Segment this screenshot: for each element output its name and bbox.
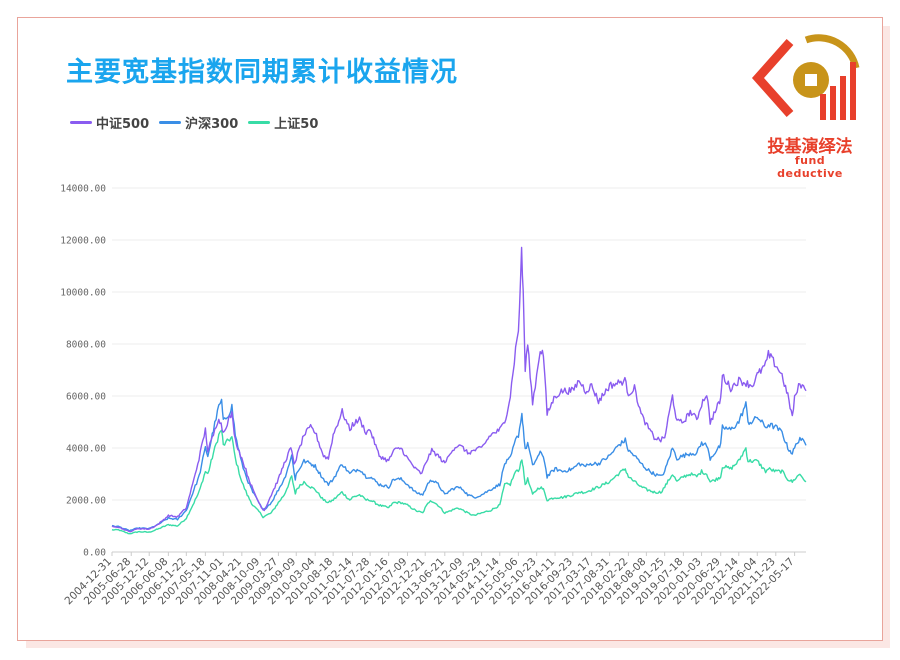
series-line-0 <box>111 246 807 533</box>
legend-label-csi300: 沪深300 <box>185 117 239 132</box>
brand-subtitle: fund deductive <box>777 154 843 180</box>
legend-item-sse50[interactable]: 上证50 <box>248 113 318 132</box>
y-tick-label: 8000.00 <box>66 340 106 351</box>
legend-swatch-csi500 <box>70 121 92 124</box>
brand-logo-icon <box>751 34 860 120</box>
legend-item-csi300[interactable]: 沪深300 <box>159 113 238 132</box>
legend-label-csi500: 中证500 <box>96 117 150 132</box>
brand-name: 投基演绎法 <box>767 137 853 157</box>
series-line-1 <box>111 398 807 532</box>
legend-swatch-sse50 <box>248 121 271 124</box>
y-tick-label: 4000.00 <box>66 444 106 455</box>
y-tick-label: 10000.00 <box>60 288 106 299</box>
legend-swatch-csi300 <box>159 121 182 124</box>
x-axis: 2004-12-312005-06-282005-12-122006-06-08… <box>62 552 797 607</box>
y-tick-label: 14000.00 <box>60 184 106 195</box>
y-tick-label: 12000.00 <box>60 236 106 247</box>
y-tick-label: 2000.00 <box>66 496 106 507</box>
y-tick-label: 6000.00 <box>66 392 106 403</box>
legend-item-csi500[interactable]: 中证500 <box>70 113 149 132</box>
legend: 中证500 沪深300 上证50 <box>70 113 318 132</box>
series-line-2 <box>111 429 807 535</box>
y-axis: 0.00 2000.00 4000.00 6000.00 8000.00 10000.00… <box>60 184 106 559</box>
chart-series <box>111 246 807 535</box>
legend-label-sse50: 上证50 <box>274 117 319 132</box>
chart-title: 主要宽基指数同期累计收益情况 <box>66 57 458 88</box>
y-tick-label: 0.00 <box>83 548 106 559</box>
chart-grid <box>112 187 806 553</box>
